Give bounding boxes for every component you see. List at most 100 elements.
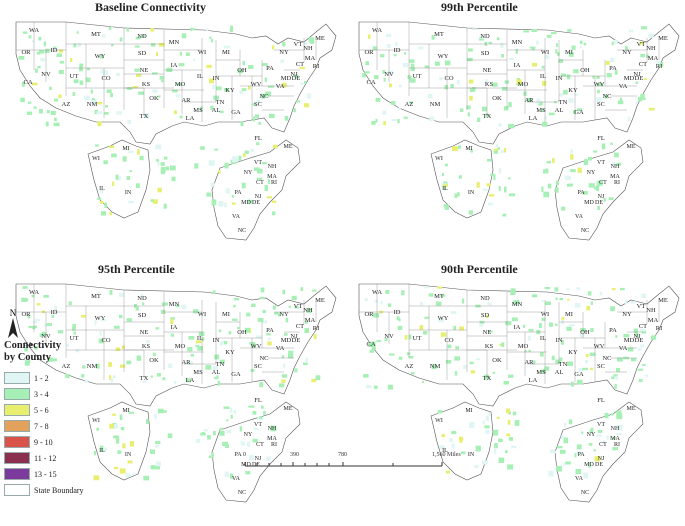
county-patch [170, 319, 174, 324]
county-patch [239, 426, 243, 432]
county-patch [252, 103, 256, 106]
county-patch [452, 146, 458, 151]
state-label-il: IL [197, 73, 203, 80]
county-patch [488, 330, 493, 333]
county-patch [559, 298, 563, 301]
county-patch [382, 69, 386, 74]
county-patch [22, 286, 28, 289]
county-patch [479, 35, 485, 38]
state-label-fl: FL [597, 135, 605, 142]
inset-label-ny: NY [587, 170, 596, 176]
county-patch [217, 381, 221, 386]
county-patch [633, 328, 638, 334]
county-patch [154, 465, 160, 470]
legend-item: 9 - 10 [4, 434, 94, 450]
state-label-wy: WY [95, 53, 106, 60]
county-patch [167, 433, 173, 439]
inset-label-nh: NH [611, 164, 620, 170]
county-patch [451, 443, 455, 449]
inset-midwest: WI MI IL IN [87, 401, 173, 481]
state-label-nv: NV [384, 333, 394, 340]
county-patch [498, 438, 503, 443]
county-patch [210, 182, 215, 187]
county-patch [266, 196, 273, 199]
state-label-tn: TN [559, 361, 568, 368]
county-patch [445, 163, 448, 167]
county-patch [488, 412, 491, 416]
county-patch [116, 73, 121, 77]
county-patch [249, 454, 254, 461]
county-patch [508, 177, 511, 180]
legend-swatch [4, 404, 30, 416]
county-patch [493, 150, 498, 154]
county-patch [150, 465, 155, 470]
county-patch [38, 36, 42, 41]
inset-label-vt: VT [597, 160, 605, 166]
county-patch [559, 449, 566, 454]
county-patch [641, 26, 647, 30]
state-label-ri: RI [313, 63, 320, 70]
county-patch [33, 106, 37, 109]
county-patch [155, 144, 162, 150]
county-patch [582, 191, 588, 195]
county-patch [285, 317, 289, 323]
county-patch [211, 199, 217, 206]
county-patch [370, 341, 376, 346]
county-patch [479, 323, 484, 327]
county-patch [135, 306, 139, 311]
state-label-ks: KS [485, 81, 494, 88]
county-patch [281, 355, 285, 359]
county-patch [543, 169, 546, 174]
county-patch [507, 464, 514, 470]
county-patch [527, 336, 531, 341]
county-patch [242, 60, 245, 66]
county-patch [606, 73, 612, 78]
county-patch [300, 287, 304, 291]
county-patch [238, 155, 242, 161]
county-patch [162, 410, 167, 413]
state-label-sd: SD [138, 312, 147, 319]
county-patch [454, 193, 458, 198]
county-patch [541, 65, 545, 69]
county-patch [206, 192, 212, 197]
state-label-ga: GA [574, 371, 584, 378]
county-patch [27, 101, 32, 104]
inset-label-va: VA [232, 476, 241, 482]
state-label-mo: MO [175, 343, 186, 350]
county-patch [308, 37, 315, 43]
county-patch [154, 414, 157, 419]
county-patch [514, 420, 520, 426]
county-patch [409, 101, 413, 104]
county-patch [271, 211, 276, 216]
county-patch [372, 46, 377, 51]
county-patch [167, 363, 173, 368]
state-label-nh: NH [646, 307, 656, 314]
north-label: N [9, 308, 17, 318]
county-patch [43, 41, 46, 47]
county-patch [264, 185, 268, 191]
county-patch [375, 97, 381, 102]
county-patch [374, 299, 378, 303]
scale-bar: 0 390 780 1,560 Miles [240, 452, 470, 476]
county-patch [531, 47, 535, 51]
state-label-vt: VT [637, 41, 646, 48]
county-patch [443, 184, 449, 187]
panel-title: 90th Percentile [441, 262, 518, 276]
county-patch [482, 106, 487, 112]
county-patch [511, 317, 518, 322]
state-label-ar: AR [524, 97, 534, 104]
county-patch [368, 343, 372, 347]
county-patch [501, 342, 505, 347]
county-patch [250, 148, 255, 153]
county-patch [102, 34, 106, 38]
county-patch [555, 180, 559, 186]
state-label-me: ME [658, 297, 668, 304]
county-patch [570, 149, 573, 154]
county-patch [293, 108, 296, 113]
county-patch [434, 61, 440, 66]
legend-item: State Boundary [4, 482, 94, 498]
county-patch [640, 93, 645, 98]
county-patch [539, 323, 542, 329]
north-arrow: N [6, 308, 20, 338]
state-label-de: DE [292, 337, 301, 344]
